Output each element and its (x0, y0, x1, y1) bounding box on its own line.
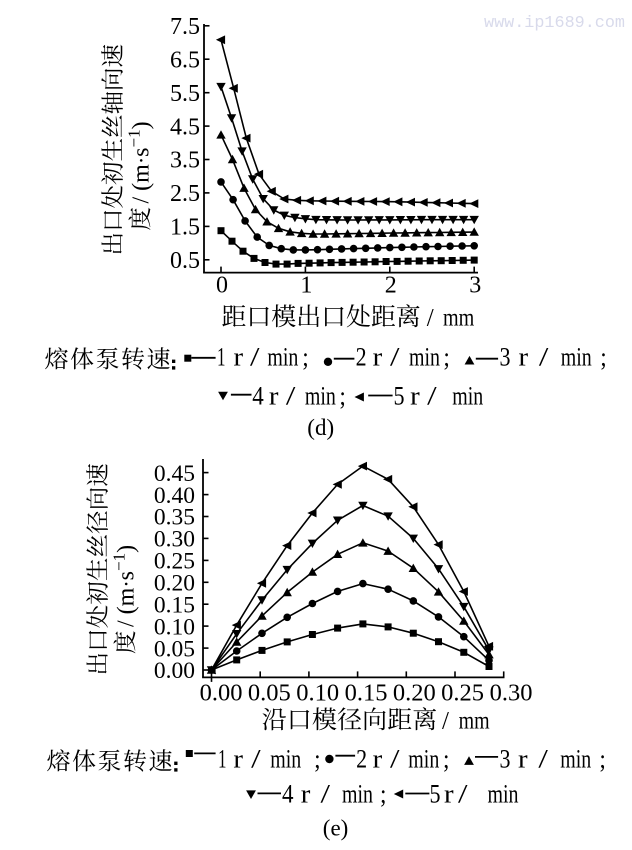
svg-text:/: / (286, 381, 297, 410)
svg-text:0.05: 0.05 (248, 679, 291, 706)
svg-text:/: / (250, 343, 261, 372)
svg-text:;: ; (600, 343, 607, 372)
svg-text:0.15: 0.15 (154, 592, 195, 618)
svg-text:www.ip1689.com: www.ip1689.com (484, 14, 625, 33)
svg-text:/: / (539, 343, 550, 372)
svg-text:1: 1 (300, 273, 312, 299)
svg-text:1.5: 1.5 (170, 215, 200, 241)
svg-text:r: r (519, 343, 529, 372)
svg-text:mm: mm (459, 707, 490, 734)
svg-text:0.30: 0.30 (490, 679, 533, 706)
svg-text:0.00: 0.00 (200, 679, 243, 706)
svg-text:(e): (e) (323, 816, 349, 841)
svg-text:min: min (488, 780, 519, 809)
svg-text:min: min (561, 343, 592, 372)
svg-text:0.5: 0.5 (170, 248, 200, 274)
svg-text:0.30: 0.30 (154, 527, 195, 553)
svg-text:r: r (410, 381, 420, 410)
svg-text:3: 3 (469, 273, 481, 299)
svg-text:/: / (458, 780, 469, 809)
svg-text:/: / (442, 707, 449, 734)
svg-text:min: min (560, 745, 591, 774)
svg-text:(d): (d) (307, 415, 334, 440)
svg-text:0.45: 0.45 (154, 461, 195, 487)
svg-text:0.20: 0.20 (154, 571, 195, 597)
svg-text:min: min (342, 780, 373, 809)
svg-text:r: r (234, 343, 244, 372)
svg-text:r: r (373, 343, 383, 372)
svg-text:/: / (390, 343, 401, 372)
svg-text:5: 5 (394, 381, 405, 410)
svg-text:0.35: 0.35 (154, 505, 195, 531)
svg-text:;: ; (302, 343, 309, 372)
svg-text:6.5: 6.5 (170, 47, 200, 73)
svg-text:/: / (321, 780, 332, 809)
svg-text:0.40: 0.40 (154, 483, 195, 509)
svg-text:2.5: 2.5 (170, 181, 200, 207)
svg-text:0.15: 0.15 (345, 679, 388, 706)
svg-text:0.10: 0.10 (154, 614, 195, 640)
svg-text:;: ; (314, 745, 321, 774)
svg-text:/ (m·s−1): / (m·s−1) (125, 121, 155, 203)
svg-text:r: r (373, 745, 383, 774)
svg-text:min: min (408, 745, 439, 774)
svg-text:0.05: 0.05 (154, 636, 195, 662)
svg-text:min: min (452, 381, 483, 410)
svg-text:5.5: 5.5 (170, 81, 200, 107)
svg-text:r: r (518, 745, 528, 774)
svg-text:3.5: 3.5 (170, 148, 200, 174)
svg-text:0.10: 0.10 (296, 679, 339, 706)
svg-text:0.25: 0.25 (441, 679, 484, 706)
svg-text:5: 5 (430, 780, 441, 809)
svg-text:2: 2 (356, 343, 367, 372)
svg-text:1: 1 (218, 745, 227, 774)
svg-text:1: 1 (217, 343, 226, 372)
svg-text:/: / (538, 745, 549, 774)
svg-text:r: r (233, 745, 243, 774)
svg-text:3: 3 (500, 343, 511, 372)
svg-text:min: min (267, 343, 298, 372)
svg-text:7.5: 7.5 (170, 14, 200, 40)
svg-text:min: min (409, 343, 440, 372)
svg-text:;: ; (380, 780, 387, 809)
svg-text:/: / (390, 745, 401, 774)
svg-text:mm: mm (443, 304, 475, 331)
svg-text:3: 3 (500, 745, 511, 774)
svg-text:r: r (444, 780, 454, 809)
svg-text:/: / (427, 304, 434, 331)
svg-text:;: ; (443, 343, 450, 372)
svg-text:4: 4 (282, 780, 294, 809)
svg-text:r: r (269, 381, 279, 410)
svg-text:min: min (305, 381, 336, 410)
svg-text:0.25: 0.25 (154, 549, 195, 575)
svg-text:0: 0 (216, 273, 228, 299)
svg-text:;: ; (599, 745, 606, 774)
svg-text:0.20: 0.20 (393, 679, 436, 706)
svg-text:;: ; (443, 745, 450, 774)
svg-text:;: ; (339, 381, 346, 410)
svg-text:r: r (301, 780, 311, 809)
svg-text:/: / (427, 381, 438, 410)
svg-text:4.5: 4.5 (170, 114, 200, 140)
svg-text:2: 2 (385, 273, 397, 299)
svg-text:/: / (251, 745, 262, 774)
svg-text:2: 2 (356, 745, 367, 774)
svg-text:4: 4 (252, 381, 264, 410)
svg-text:min: min (270, 745, 301, 774)
svg-text:0.00: 0.00 (154, 658, 195, 684)
